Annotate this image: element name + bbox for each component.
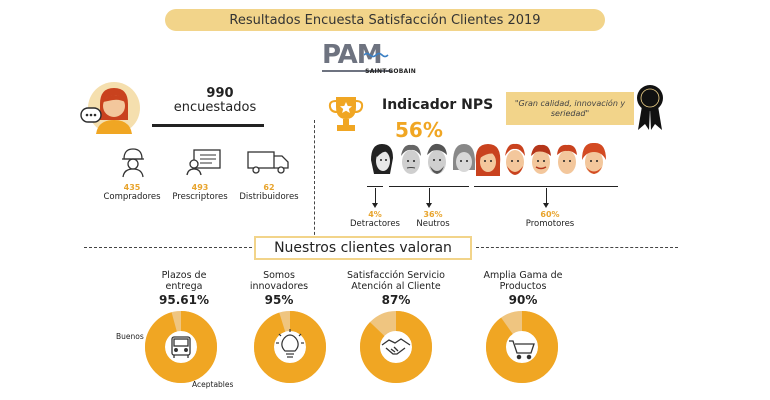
donut-fill-arc <box>360 311 432 383</box>
detractor-label: Detractores <box>350 219 400 229</box>
face-detractor-icon <box>371 144 393 174</box>
neutral-bracket <box>389 186 469 187</box>
face-promoter-icon <box>557 144 577 174</box>
page-title: Resultados Encuesta Satisfacción Cliente… <box>229 12 541 28</box>
donut-fill-arc <box>145 311 217 383</box>
detractor-arrow-icon <box>372 188 378 208</box>
metric-value-servicio: 87% <box>381 293 411 307</box>
group-prescriptores: 493 Prescriptores <box>168 183 232 202</box>
section-title-text: Nuestros clientes valoran <box>274 240 452 256</box>
logo-rule <box>322 70 392 72</box>
legend-buenos: Buenos <box>116 332 144 341</box>
metric-value-plazos: 95.61% <box>159 293 209 307</box>
face-promoter-icon <box>475 144 501 176</box>
promoter-arrow-icon <box>543 188 549 208</box>
donut-servicio <box>360 311 432 383</box>
donut-fill-arc <box>254 311 326 383</box>
donut-plazos <box>145 311 217 383</box>
vertical-divider <box>314 120 315 245</box>
detractor-bracket <box>367 186 383 187</box>
neutral-arrow-icon <box>426 188 432 208</box>
metric-value-innovadores: 95% <box>264 293 294 307</box>
truck-front-icon <box>171 336 191 358</box>
nps-value: 56% <box>395 118 443 142</box>
handshake-icon <box>381 338 411 355</box>
cart-icon <box>509 340 535 360</box>
section-divider-right <box>476 247 678 248</box>
face-neutral-icon <box>401 144 421 174</box>
metric-title-gama: Amplia Gama de Productos <box>483 270 563 292</box>
detractor-pct: 4% <box>368 210 382 219</box>
donut-fill-arc <box>486 311 558 383</box>
logo-wave-icon <box>364 52 389 58</box>
worker-icon <box>122 148 144 178</box>
logo-subtext: SAINT-GOBAIN <box>365 68 416 75</box>
group-label: Distribuidores <box>239 192 299 202</box>
quote-banner: "Gran calidad, innovación y seriedad" <box>506 92 634 125</box>
trophy-icon <box>328 97 364 131</box>
metric-title-innovadores: Somos innovadores <box>249 270 309 292</box>
award-ribbon-icon <box>637 85 663 130</box>
face-neutral-icon <box>427 143 447 174</box>
face-promoter-icon <box>582 142 606 174</box>
promoter-bracket <box>474 186 618 187</box>
count-underline <box>152 124 264 127</box>
neutral-pct: 36% <box>423 210 443 219</box>
respondent-label: encuestados <box>173 100 257 115</box>
id-card-icon <box>186 149 221 176</box>
group-compradores: 435 Compradores <box>100 183 164 202</box>
donut-gama <box>486 311 558 383</box>
quote-text: "Gran calidad, innovación y seriedad" <box>514 98 626 118</box>
donut-innovadores <box>254 311 326 383</box>
logo-text: PAM <box>322 40 383 70</box>
promoter-pct: 60% <box>540 210 560 219</box>
nps-title: Indicador NPS <box>382 97 494 113</box>
neutral-label: Neutros <box>416 219 450 229</box>
legend-aceptables: Aceptables <box>192 380 234 389</box>
section-title: Nuestros clientes valoran <box>254 236 472 260</box>
promoter-label: Promotores <box>525 219 575 229</box>
faces-row <box>371 142 606 176</box>
face-promoter-icon <box>531 144 551 174</box>
group-value: 435 <box>123 183 141 192</box>
group-distribuidores: 62 Distribuidores <box>234 183 304 202</box>
title-banner: Resultados Encuesta Satisfacción Cliente… <box>165 9 605 31</box>
face-promoter-icon <box>505 143 525 175</box>
metric-title-servicio: Satisfacción Servicio Atención al Client… <box>347 270 445 292</box>
respondent-avatar-icon <box>80 82 140 134</box>
metric-title-plazos: Plazos de entrega <box>161 270 207 292</box>
truck-icon <box>247 151 289 174</box>
lightbulb-icon <box>276 329 304 358</box>
face-neutral-icon <box>453 144 475 172</box>
group-value: 62 <box>263 183 275 192</box>
group-label: Prescriptores <box>172 192 228 202</box>
respondent-count: 990 <box>206 86 234 101</box>
metric-value-gama: 90% <box>508 293 538 307</box>
pam-logo: PAM SAINT-GOBAIN <box>322 42 418 76</box>
group-value: 493 <box>191 183 209 192</box>
section-divider-left <box>84 247 252 248</box>
group-label: Compradores <box>103 192 161 202</box>
